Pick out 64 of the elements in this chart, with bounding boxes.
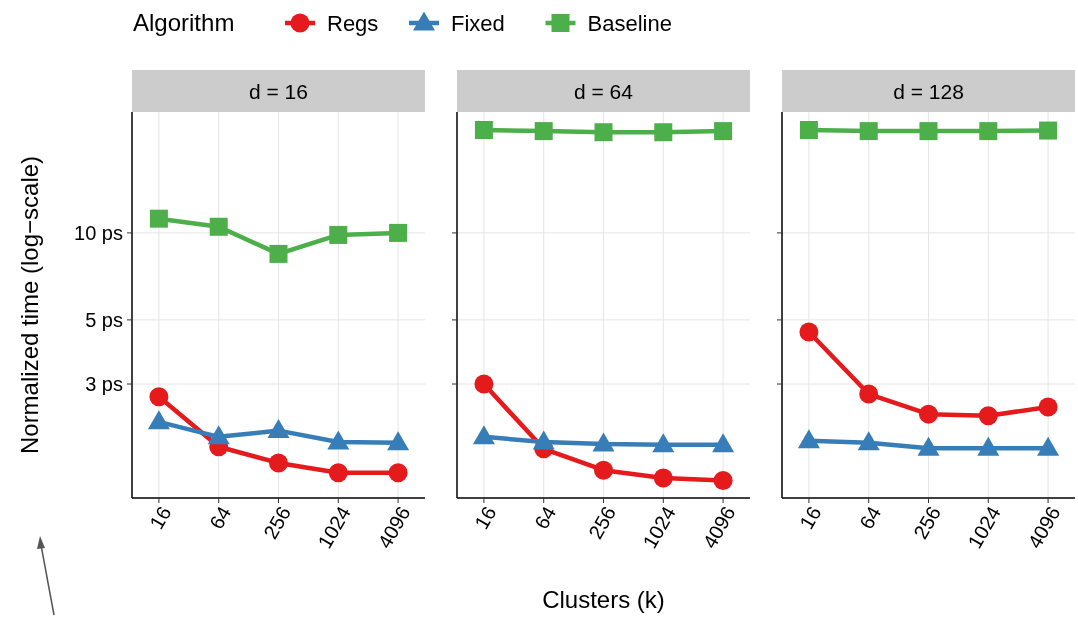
point xyxy=(592,432,615,452)
point xyxy=(147,410,170,430)
point xyxy=(714,122,733,141)
x-tick-label: 64 xyxy=(530,502,561,533)
point xyxy=(472,425,495,445)
point xyxy=(799,121,818,139)
point xyxy=(977,436,1000,456)
point xyxy=(207,425,230,445)
point xyxy=(919,122,938,141)
point xyxy=(653,468,673,488)
x-tick-label: 64 xyxy=(855,502,886,533)
point xyxy=(978,406,998,426)
point xyxy=(594,123,613,142)
x-tick-label: 256 xyxy=(584,502,621,543)
point xyxy=(532,430,555,450)
point xyxy=(799,322,819,342)
point xyxy=(267,419,290,439)
point xyxy=(474,374,494,394)
point xyxy=(713,471,733,491)
point xyxy=(534,122,553,141)
point xyxy=(474,121,493,139)
chart-title: d = 128 xyxy=(893,80,964,103)
chart-title: d = 64 xyxy=(574,80,634,103)
y-tick-label: 10 ps xyxy=(74,221,123,244)
point xyxy=(389,223,408,242)
point xyxy=(209,217,228,236)
point xyxy=(149,209,168,228)
x-tick-label: 16 xyxy=(470,502,501,533)
point xyxy=(1038,397,1058,417)
chart-title: d = 16 xyxy=(249,80,308,103)
x-axis-title: Clusters (k) xyxy=(542,586,665,613)
point xyxy=(652,433,675,453)
point xyxy=(654,123,673,142)
legend-title: Algorithm xyxy=(133,9,235,36)
point xyxy=(149,387,169,407)
x-tick-label: 64 xyxy=(205,502,236,533)
x-tick-label: 16 xyxy=(145,502,176,533)
legend-label: Baseline xyxy=(587,11,672,36)
y-axis-title: Normalized time (log−scale) xyxy=(16,155,43,455)
point xyxy=(917,436,940,456)
point xyxy=(327,430,350,450)
point xyxy=(269,244,288,263)
point xyxy=(857,431,880,451)
legend-label: Regs xyxy=(327,11,379,36)
point xyxy=(919,404,938,424)
point xyxy=(329,225,348,244)
x-tick-label: 256 xyxy=(259,502,296,543)
point xyxy=(269,453,288,473)
point xyxy=(594,460,613,480)
point xyxy=(859,122,878,141)
point xyxy=(859,384,879,404)
x-tick-label: 256 xyxy=(909,502,946,543)
legend-label: Fixed xyxy=(451,11,505,36)
point xyxy=(712,433,735,453)
y-tick-label: 5 ps xyxy=(85,308,123,331)
point xyxy=(387,431,410,451)
point xyxy=(797,429,820,449)
x-tick-label: 16 xyxy=(795,502,826,533)
point xyxy=(979,122,998,141)
y-tick-label: 3 ps xyxy=(85,373,123,396)
point xyxy=(1037,436,1060,456)
point xyxy=(1039,121,1058,140)
point xyxy=(328,463,348,483)
point xyxy=(388,463,408,483)
